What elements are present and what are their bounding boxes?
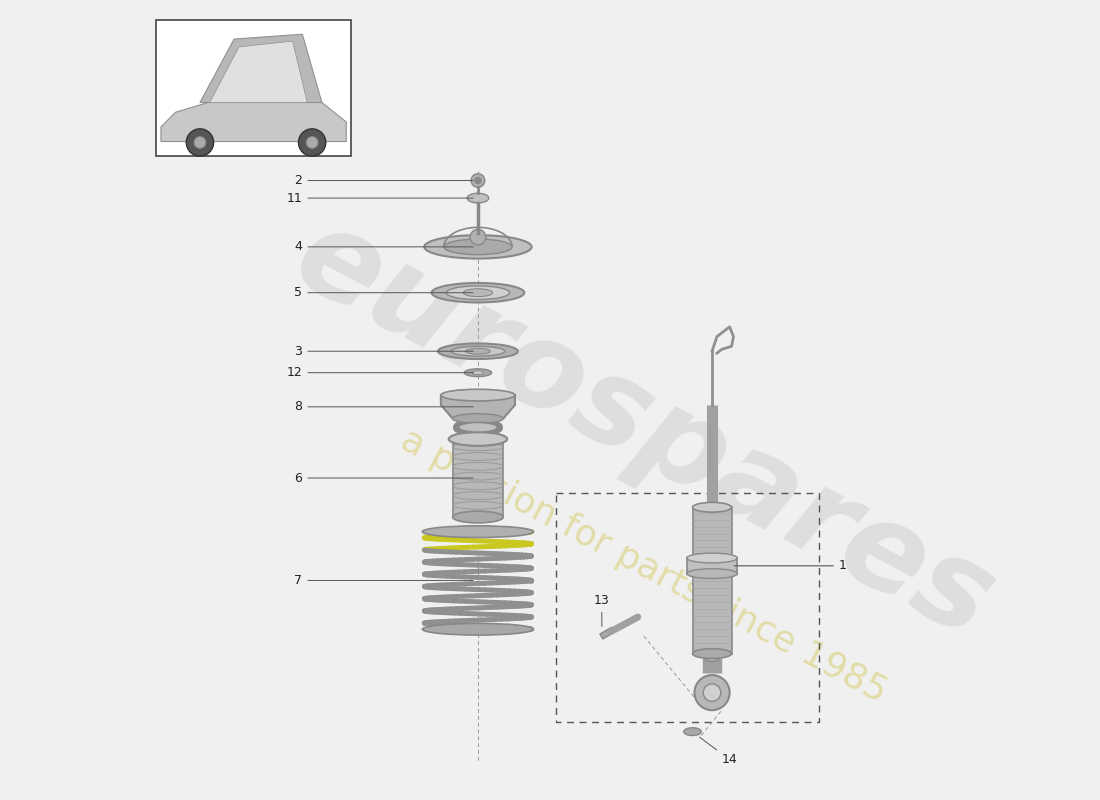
Ellipse shape xyxy=(447,286,509,299)
Text: 13: 13 xyxy=(594,594,609,626)
Ellipse shape xyxy=(468,194,488,203)
Circle shape xyxy=(298,129,326,156)
Text: 2: 2 xyxy=(295,174,473,187)
Text: 3: 3 xyxy=(295,345,473,358)
Polygon shape xyxy=(161,98,346,142)
Ellipse shape xyxy=(443,239,513,254)
Ellipse shape xyxy=(422,526,534,538)
Bar xyxy=(156,19,351,156)
Ellipse shape xyxy=(451,346,505,356)
Text: a passion for parts since 1985: a passion for parts since 1985 xyxy=(395,422,892,709)
Ellipse shape xyxy=(686,569,737,578)
Ellipse shape xyxy=(452,414,504,423)
Bar xyxy=(556,493,820,722)
Circle shape xyxy=(694,675,729,710)
Polygon shape xyxy=(200,34,322,102)
Ellipse shape xyxy=(693,502,732,512)
Text: 4: 4 xyxy=(295,240,473,254)
Ellipse shape xyxy=(459,422,497,432)
Polygon shape xyxy=(693,507,732,654)
Ellipse shape xyxy=(422,623,534,635)
Ellipse shape xyxy=(449,432,507,446)
Ellipse shape xyxy=(431,283,525,302)
Circle shape xyxy=(474,177,482,184)
Ellipse shape xyxy=(463,289,493,297)
Ellipse shape xyxy=(452,511,504,523)
Circle shape xyxy=(306,137,318,148)
Ellipse shape xyxy=(684,728,702,735)
Ellipse shape xyxy=(686,553,737,563)
Polygon shape xyxy=(686,558,737,574)
Ellipse shape xyxy=(441,390,515,401)
Ellipse shape xyxy=(425,235,531,258)
Text: 1: 1 xyxy=(735,559,847,572)
Circle shape xyxy=(471,174,485,187)
Ellipse shape xyxy=(693,649,732,658)
Text: 8: 8 xyxy=(295,400,473,414)
Text: 12: 12 xyxy=(287,366,473,379)
Text: 5: 5 xyxy=(295,286,473,299)
Text: 6: 6 xyxy=(295,471,473,485)
Circle shape xyxy=(703,684,720,702)
Text: 7: 7 xyxy=(295,574,473,587)
Ellipse shape xyxy=(472,370,484,374)
Ellipse shape xyxy=(464,369,492,377)
Ellipse shape xyxy=(705,655,719,662)
Text: eurospares: eurospares xyxy=(275,196,1012,662)
Polygon shape xyxy=(210,41,307,102)
Ellipse shape xyxy=(438,343,518,359)
Text: 14: 14 xyxy=(700,737,737,766)
Circle shape xyxy=(186,129,213,156)
Ellipse shape xyxy=(465,348,491,354)
Text: 11: 11 xyxy=(287,191,473,205)
Circle shape xyxy=(194,137,206,148)
Polygon shape xyxy=(600,627,615,639)
Polygon shape xyxy=(452,439,504,517)
Circle shape xyxy=(470,230,486,245)
Polygon shape xyxy=(441,395,515,418)
